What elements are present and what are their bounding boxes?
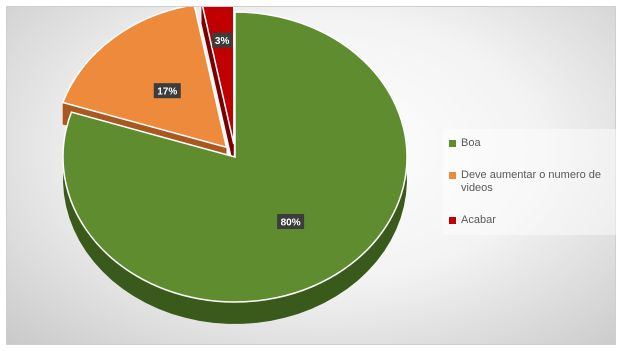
legend-label: Acabar — [461, 214, 496, 226]
data-label-1: 17% — [153, 83, 181, 99]
pie-slice-1 — [61, 7, 228, 149]
legend-label: Deve aumentar o numero de videos — [461, 169, 602, 194]
legend-swatch — [449, 172, 456, 179]
legend-swatch — [449, 140, 456, 147]
legend-item-deve-aumentar: Deve aumentar o numero de videos — [449, 169, 622, 195]
pie-slice-face — [201, 7, 234, 167]
data-label-text: 17% — [157, 87, 177, 98]
legend-swatch — [449, 217, 456, 224]
chart-area: 80% 17% 3% Boa Deve aumentar o numero de v… — [6, 6, 622, 345]
data-label-text: 80% — [281, 218, 301, 229]
data-label-box — [212, 32, 233, 48]
legend-item-acabar: Acabar — [449, 214, 622, 227]
data-label-2: 3% — [212, 32, 233, 48]
data-label-text: 3% — [215, 36, 230, 47]
legend-item-boa: Boa — [449, 137, 622, 150]
data-label-box — [153, 83, 181, 99]
legend-label: Boa — [461, 137, 481, 149]
pie-slice-0 — [62, 11, 408, 303]
legend: Boa Deve aumentar o numero de videos Aca… — [443, 129, 622, 235]
data-label-0: 80% — [277, 214, 305, 230]
data-label-box — [277, 214, 305, 230]
pie-chart: 80% 17% 3% — [61, 7, 408, 324]
